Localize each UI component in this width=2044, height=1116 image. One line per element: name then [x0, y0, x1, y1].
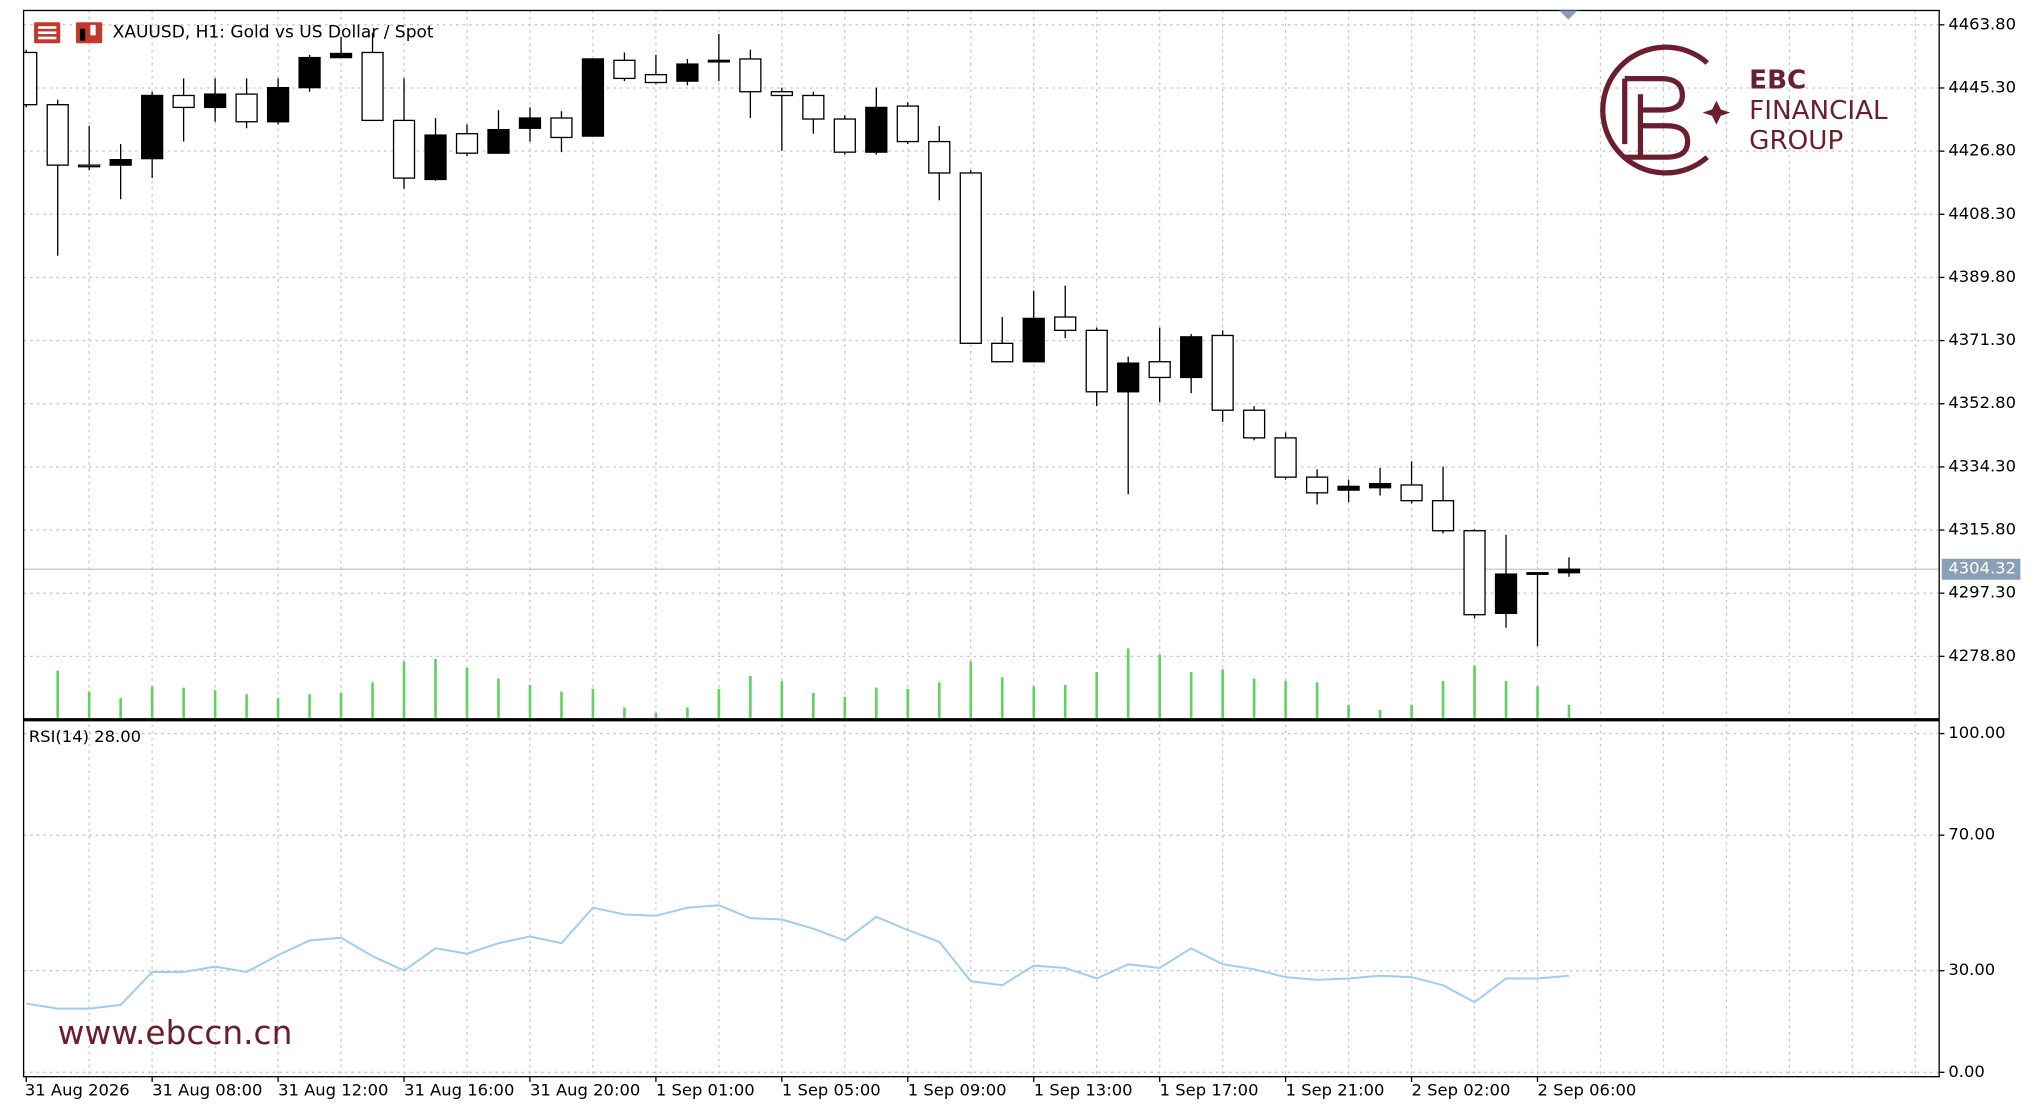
- candle-body: [1463, 530, 1486, 616]
- candle-body: [959, 172, 982, 344]
- y-tick-label: 70.00: [1948, 825, 1995, 844]
- y-tick-label: 4371.30: [1948, 330, 2016, 349]
- candle-body: [203, 93, 227, 109]
- candle-body: [392, 119, 416, 179]
- candle-body: [1180, 336, 1203, 379]
- candle-body: [613, 59, 636, 80]
- x-tick-label: 1 Sep 01:00: [656, 1081, 755, 1100]
- y-tick-label: 4278.80: [1948, 646, 2016, 665]
- x-tick-label: 31 Aug 08:00: [152, 1081, 262, 1100]
- shift-marker: [1559, 10, 1578, 20]
- chart-title: XAUUSD, H1: Gold vs US Dollar / Spot: [113, 23, 434, 43]
- candle-body: [487, 128, 510, 154]
- grid-layer: [23, 10, 1940, 1077]
- candle-layer: [23, 32, 1940, 647]
- plot-frame: [22, 9, 1940, 1078]
- title-icons: [34, 22, 103, 44]
- y-tick-label: 4315.80: [1948, 520, 2016, 539]
- candle-body: [676, 63, 699, 82]
- candle-body: [46, 104, 69, 166]
- candle-body: [1494, 573, 1518, 614]
- y-tick-label: 4334.30: [1948, 456, 2016, 475]
- candle-body: [78, 164, 101, 168]
- candle-body: [266, 86, 290, 123]
- candle-body: [1526, 572, 1549, 575]
- y-tick-label: 4408.30: [1948, 204, 2016, 223]
- candle-body: [329, 52, 353, 59]
- candle-body: [802, 94, 825, 120]
- y-tick-label: 4297.30: [1948, 583, 2016, 602]
- candle-body: [991, 342, 1014, 363]
- x-tick-label: 31 Aug 20:00: [530, 1081, 640, 1100]
- x-tick-label: 31 Aug 12:00: [278, 1081, 388, 1100]
- watermark-url: www.ebccn.cn: [58, 1014, 293, 1052]
- candle-body: [1085, 329, 1108, 393]
- candle-body: [739, 58, 762, 93]
- y-tick-label: 4352.80: [1948, 393, 2016, 412]
- volume-layer: [56, 648, 1571, 718]
- candle-body: [361, 51, 384, 122]
- candle-body: [1431, 500, 1455, 532]
- x-tick-label: 1 Sep 13:00: [1034, 1081, 1133, 1100]
- brand-text: FINANCIAL: [1749, 96, 1888, 126]
- candle-body: [1148, 361, 1171, 379]
- y-tick-label: 4463.80: [1948, 14, 2016, 33]
- candle-body: [581, 58, 605, 137]
- candle-body: [896, 105, 919, 143]
- candle-body: [109, 159, 132, 166]
- candle-body: [1117, 362, 1140, 393]
- y-tick-label: 4389.80: [1948, 267, 2016, 286]
- brand-text: EBC: [1749, 66, 1806, 96]
- candle-body: [1368, 482, 1392, 489]
- candle-body: [518, 117, 542, 129]
- x-tick-label: 1 Sep 17:00: [1160, 1081, 1259, 1100]
- y-tick-label: 100.00: [1948, 723, 2005, 742]
- candle-body: [1022, 317, 1045, 363]
- candle-body: [1557, 568, 1581, 574]
- candle-body: [298, 56, 321, 89]
- candle-body: [1400, 484, 1423, 502]
- candle-body: [172, 94, 195, 109]
- x-tick-label: 2 Sep 02:00: [1412, 1081, 1511, 1100]
- y-tick-label: 4445.30: [1948, 77, 2016, 96]
- candle-body: [235, 93, 258, 123]
- rsi-layer: [26, 904, 1570, 1010]
- candle-body: [141, 94, 164, 160]
- current-price-box: [1941, 558, 2021, 580]
- y-tick-label: 4426.80: [1948, 141, 2016, 160]
- current-price-label: 4304.32: [1948, 559, 2016, 578]
- brand-text: GROUP: [1749, 126, 1843, 156]
- candle-body: [928, 140, 951, 174]
- y-tick-label: 0.00: [1948, 1062, 1984, 1081]
- candle-body: [707, 59, 731, 63]
- brand-logo: [1600, 44, 1731, 176]
- indicator-title: RSI(14) 28.00: [29, 727, 141, 746]
- candle-body: [1211, 334, 1234, 411]
- x-tick-label: 31 Aug 2026: [25, 1081, 130, 1100]
- y-tick-label: 30.00: [1948, 960, 1995, 979]
- x-tick-label: 1 Sep 09:00: [908, 1081, 1007, 1100]
- candle-body: [770, 91, 793, 97]
- x-tick-label: 1 Sep 21:00: [1286, 1081, 1385, 1100]
- candle-body: [865, 106, 888, 153]
- candle-body: [550, 117, 573, 139]
- x-tick-label: 31 Aug 16:00: [404, 1081, 514, 1100]
- candle-body: [1054, 316, 1077, 331]
- candle-body: [23, 51, 38, 106]
- x-tick-label: 2 Sep 06:00: [1538, 1081, 1637, 1100]
- candle-body: [1274, 437, 1297, 478]
- rsi-line: [26, 904, 1570, 1010]
- candle-body: [644, 74, 668, 84]
- candle-body: [1243, 409, 1266, 439]
- candle-body: [833, 118, 856, 153]
- candle-body: [424, 134, 447, 181]
- candle-body: [1337, 485, 1360, 491]
- candle-body: [455, 133, 479, 154]
- x-tick-label: 1 Sep 05:00: [782, 1081, 881, 1100]
- axis-layer: 4463.80 4445.30 4426.80 4408.30 4389.80 4371.…: [25, 14, 2021, 1100]
- candle-body: [1305, 476, 1329, 494]
